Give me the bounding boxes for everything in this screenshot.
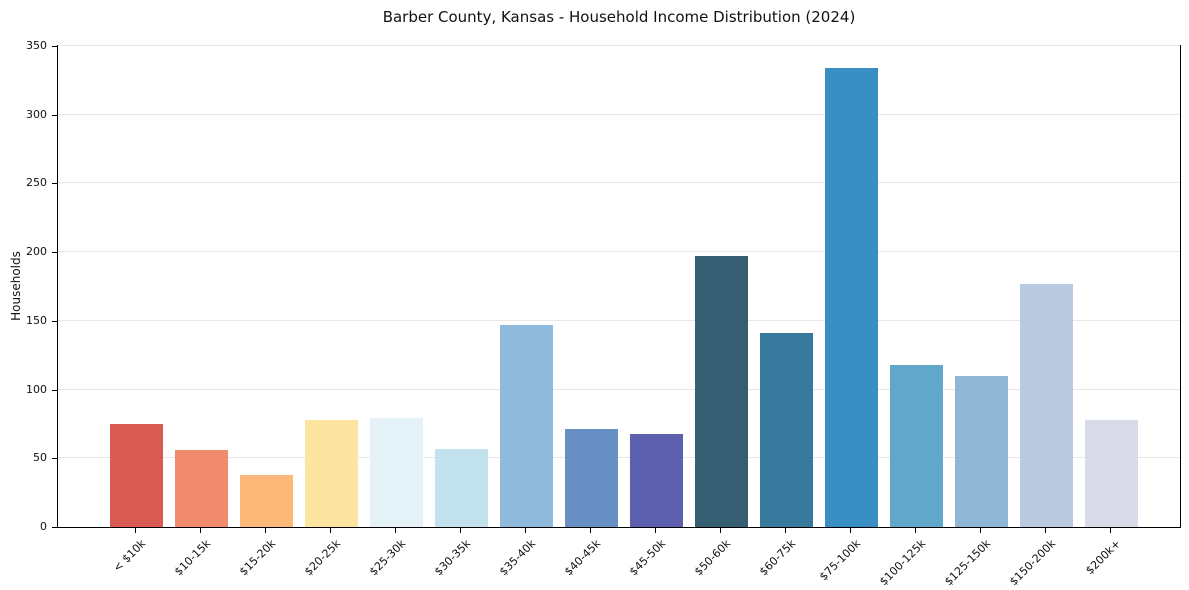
x-tickmark-$45-50k	[655, 528, 656, 533]
x-tickmark-$75-100k	[850, 528, 851, 533]
bar-$100-125k	[889, 364, 943, 527]
bar-$75-100k	[824, 68, 878, 527]
x-tickmark-$35-40k	[525, 528, 526, 533]
x-tickmark-$30-35k	[460, 528, 461, 533]
x-tickmark-$50-60k	[720, 528, 721, 533]
x-ticklabel-$100-125k: $100-125k	[877, 537, 929, 589]
y-tickmark-150	[52, 320, 57, 322]
bar-$30-35k	[434, 448, 488, 527]
x-tickmark-$125-150k	[980, 528, 981, 533]
gridline-350	[58, 45, 1180, 46]
y-tickmark-200	[52, 252, 57, 254]
bar-$10-15k	[174, 450, 228, 527]
y-ticklabel-0: 0	[40, 520, 47, 533]
x-axis-ticks: < $10k $10-15k $15-20k $20-25k $25-30k $30-35…	[57, 528, 1181, 590]
y-tickmark-50	[52, 458, 57, 460]
y-axis-ticks: 0 50 100 150 200 250 300 350	[0, 39, 57, 533]
gridline-250	[58, 182, 1180, 184]
gridline-300	[58, 113, 1180, 115]
x-tickmark-$40-45k	[590, 528, 591, 533]
x-ticklabel-$40-45k: $40-45k	[561, 537, 604, 579]
x-ticklabel-$150-200k: $150-200k	[1007, 537, 1059, 589]
y-ticklabel-100: 100	[26, 382, 47, 396]
y-ticklabel-350: 350	[26, 39, 47, 52]
gridline-150	[58, 319, 1180, 321]
y-ticklabel-300: 300	[26, 107, 47, 121]
bar-$25-30k	[369, 418, 423, 527]
x-ticklabel-$50-60k: $50-60k	[691, 537, 734, 579]
x-ticklabel-$45-50k: $45-50k	[626, 537, 669, 579]
y-tickmark-300	[52, 114, 57, 116]
x-tickmark-$60-75k	[785, 528, 786, 533]
y-ticklabel-200: 200	[26, 245, 47, 259]
bar-$45-50k	[629, 433, 683, 527]
x-tickmark-$25-30k	[395, 528, 396, 533]
bar-$15-20k	[239, 474, 293, 527]
gridline-200	[58, 251, 1180, 253]
x-ticklabel-$35-40k: $35-40k	[496, 537, 539, 579]
x-tickmark-$10-15k	[200, 528, 201, 533]
x-tickmark-$20-25k	[330, 528, 331, 533]
bar-$200k+	[1084, 419, 1138, 527]
bar-$40-45k	[564, 429, 618, 527]
y-tickmark-250	[52, 183, 57, 185]
gridline-100	[58, 388, 1180, 390]
y-ticklabel-150: 150	[26, 313, 47, 327]
x-ticklabel-< $10k: < $10k	[110, 537, 149, 575]
y-ticklabel-250: 250	[26, 176, 47, 190]
x-tickmark-$100-125k	[915, 528, 916, 533]
x-ticklabel-$200k+: $200k+	[1083, 537, 1124, 578]
x-ticklabel-$10-15k: $10-15k	[171, 537, 214, 579]
bar-$35-40k	[499, 324, 553, 527]
gridline-50	[58, 457, 1180, 459]
x-ticklabel-$30-35k: $30-35k	[431, 537, 474, 579]
x-ticklabel-$25-30k: $25-30k	[366, 537, 409, 579]
x-ticklabel-$20-25k: $20-25k	[301, 537, 344, 579]
bar-$150-200k	[1019, 283, 1073, 527]
x-tickmark-$15-20k	[265, 528, 266, 533]
y-tickmark-350	[52, 46, 57, 47]
x-ticklabel-$60-75k: $60-75k	[756, 537, 799, 579]
bar-$20-25k	[304, 419, 358, 527]
x-ticklabel-$125-150k: $125-150k	[942, 537, 994, 589]
x-tickmark-$200k+	[1110, 528, 1111, 533]
bar-$60-75k	[759, 333, 813, 527]
y-tickmark-0	[52, 527, 57, 528]
x-tickmark-$150-200k	[1045, 528, 1046, 533]
bar-$125-150k	[954, 375, 1008, 527]
chart-title: Barber County, Kansas - Household Income…	[382, 8, 856, 26]
bar-$50-60k	[694, 256, 748, 527]
x-ticklabel-$15-20k: $15-20k	[236, 537, 279, 579]
x-tickmark-< $10k	[135, 528, 136, 533]
bar-< $10k	[109, 423, 163, 527]
y-tickmark-100	[52, 389, 57, 391]
y-ticklabel-50: 50	[33, 451, 47, 465]
plot-area	[57, 45, 1181, 528]
x-ticklabel-$75-100k: $75-100k	[816, 537, 864, 584]
